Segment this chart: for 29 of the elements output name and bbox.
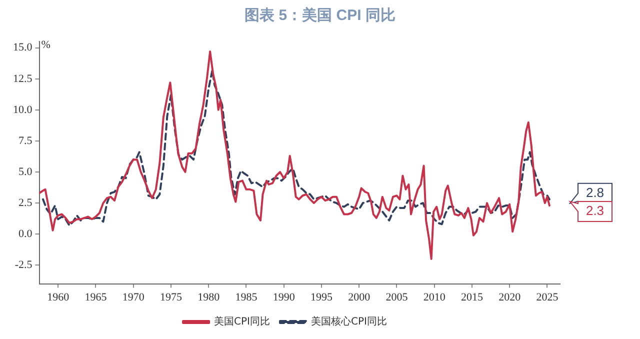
annotation: 2.3 (586, 203, 604, 218)
y-axis-title: % (41, 38, 50, 51)
chart-title: 图表 5：美国 CPI 同比 (244, 6, 396, 26)
x-tick-label: 1975 (160, 291, 182, 304)
y-tick-label: 15.0 (13, 42, 33, 54)
x-tick-label: 1970 (122, 291, 145, 304)
legend-label: 美国核心CPI同比 (311, 316, 387, 328)
x-tick-label: 1990 (272, 291, 296, 304)
x-tick-label: 2015 (460, 291, 484, 304)
y-tick-label: 2.5 (18, 196, 33, 209)
x-tick-label: 1995 (310, 291, 333, 304)
x-tick-label: 2010 (423, 291, 446, 304)
y-tick-label: 10.0 (13, 104, 33, 116)
x-tick-label: 2005 (386, 291, 408, 304)
y-tick-label: 5.0 (18, 166, 33, 178)
x-tick-label: 1985 (235, 291, 258, 304)
y-tick-label: 7.5 (18, 134, 33, 147)
x-tick-label: 2025 (536, 291, 559, 304)
x-tick-label: 1960 (47, 291, 70, 304)
x-tick-label: 1965 (84, 291, 108, 304)
x-tick-label: 2020 (498, 291, 522, 304)
x-tick-label: 2000 (348, 291, 371, 304)
x-tick-label: 1980 (198, 291, 220, 304)
line-series (42, 69, 550, 226)
annotation: 2.8 (586, 184, 604, 200)
legend-label: 美国CPI同比 (214, 316, 270, 328)
y-tick-label: 12.5 (13, 72, 33, 85)
y-tick-label: 0.0 (18, 228, 33, 240)
y-tick-label: -2.5 (14, 259, 33, 272)
